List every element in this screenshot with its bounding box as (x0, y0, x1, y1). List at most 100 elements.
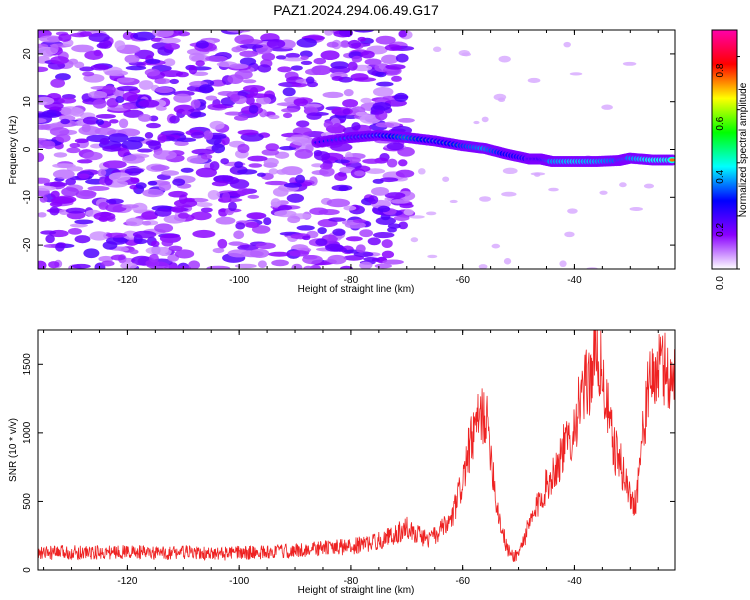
spectrogram-cell (90, 64, 110, 71)
spectrogram-cell (395, 53, 409, 63)
spectrogram-cell (145, 246, 169, 255)
spectrogram-cell (102, 145, 122, 152)
spectrogram-cell (300, 55, 309, 61)
spectrogram-cell (138, 80, 154, 90)
spectrogram-cell (191, 148, 215, 155)
spectrogram-cell (629, 206, 644, 212)
x-tick-label: -100 (229, 576, 249, 587)
spectrogram-cell (386, 158, 398, 168)
spectrogram-cell (493, 93, 507, 101)
spectrogram-cell (270, 198, 281, 208)
spectrogram-cell (237, 143, 250, 154)
spectrogram-cell (239, 43, 264, 49)
spectrogram-cell (387, 223, 401, 229)
spectrogram-cell (276, 169, 288, 175)
spectrogram-cell (355, 111, 368, 117)
spectrogram-cell (169, 115, 180, 124)
spectrogram-cell (150, 164, 170, 171)
spectrogram-cell (38, 118, 47, 124)
spectrogram-cell (295, 174, 306, 184)
spectrogram-cell (53, 152, 68, 158)
spectrogram-cell (181, 110, 192, 115)
spectrogram-cell (376, 81, 394, 87)
spectrogram-cell (327, 254, 347, 265)
spectrogram-cell (157, 133, 167, 143)
spectrogram-cell (74, 138, 89, 144)
x-tick-label: -80 (344, 576, 359, 587)
spectrogram-cell (164, 265, 178, 269)
spectrogram-cell (38, 139, 51, 149)
spectrogram-cell (183, 197, 195, 203)
spectrogram-cell (599, 190, 608, 195)
snr-x-axis-label: Height of straight line (km) (298, 585, 415, 596)
spectrogram-cell (117, 246, 129, 252)
spectrogram-cell (442, 176, 450, 182)
spectrogram-cell (177, 212, 189, 219)
spectrogram-cell (559, 260, 567, 268)
spectrogram-cell (370, 109, 385, 115)
spectrogram-cell (359, 229, 374, 238)
spectrogram-cell (265, 143, 280, 152)
spectrogram-cell (491, 243, 501, 249)
spectrogram-cell (255, 96, 272, 105)
spectrogram-cell (209, 120, 225, 130)
spectrogram-cell (121, 204, 139, 209)
spectrogram-cell (205, 95, 218, 101)
spectrogram-cell (196, 202, 213, 208)
spectrogram-cell (328, 217, 347, 222)
spectrogram-cell (255, 242, 276, 250)
spectrogram-cell (87, 90, 108, 99)
spectrogram-cell (367, 237, 381, 246)
spectrogram-cell (473, 120, 480, 125)
colorbar-tick-label: 0.4 (715, 169, 726, 183)
spectrogram-cell (425, 211, 437, 216)
spectrogram-cell (151, 30, 174, 38)
spectrogram-cell (622, 61, 637, 66)
spectrogram-cell (203, 130, 214, 141)
spectrogram-cell (158, 181, 172, 192)
spectrogram-cell (418, 168, 426, 175)
spectrogram-cell (478, 264, 488, 269)
x-tick-label: -80 (344, 275, 359, 286)
spectrogram-cell (287, 215, 301, 224)
spectrogram-cell (342, 108, 351, 115)
spectrogram-cell (530, 172, 546, 176)
spectrogram-cell (362, 158, 382, 164)
spectrogram-cell (256, 172, 266, 177)
spectrogram-cell (375, 216, 397, 226)
spectrogram-cell (334, 172, 348, 181)
spectrogram-cell (427, 254, 438, 259)
spectrogram-cell (332, 123, 343, 133)
spectrogram-cell (360, 97, 372, 104)
spectrogram-cell (385, 64, 406, 70)
spectrogram-cell (324, 30, 334, 36)
spectrogram-cell (239, 57, 257, 66)
spectrogram-cell (239, 50, 259, 58)
spectrogram-cell (353, 219, 367, 224)
spectrogram-cell (563, 41, 571, 48)
spectrogram-cell (61, 187, 79, 197)
spectrogram-cell (215, 216, 236, 225)
spectrogram-cell (209, 134, 227, 140)
spectrogram-cell (97, 169, 107, 177)
spectrogram-cell (67, 228, 82, 235)
spectrogram-cell (45, 234, 55, 244)
spectrogram-cell (399, 203, 414, 209)
spectrogram-cell (461, 52, 472, 57)
spectrogram-cell (370, 186, 390, 196)
spectrogram-cell (247, 155, 268, 162)
spectrogram-cell (294, 149, 313, 159)
x-tick-label: -60 (455, 576, 470, 587)
spectrogram-cell (174, 249, 195, 259)
spectrogram-cell (233, 230, 245, 240)
spectrogram-cell (122, 103, 135, 110)
spectrogram-cell (69, 223, 88, 228)
spectrogram-cell (89, 231, 109, 241)
spectrogram-cell (248, 104, 259, 114)
spectrogram-cell (325, 243, 344, 252)
spectrogram-cell (154, 208, 172, 217)
spectrogram-cell (393, 215, 410, 221)
spectrogram-cell (138, 113, 152, 122)
spectrogram-cell (142, 188, 164, 198)
spectrogram-cell (114, 40, 126, 51)
